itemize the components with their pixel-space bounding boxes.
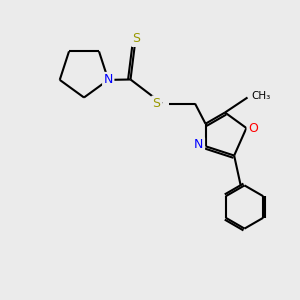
- Text: S: S: [133, 32, 140, 46]
- Text: S: S: [153, 97, 160, 110]
- Text: N: N: [103, 74, 113, 86]
- Text: CH₃: CH₃: [251, 91, 270, 101]
- Text: O: O: [248, 122, 258, 134]
- Text: N: N: [194, 138, 204, 151]
